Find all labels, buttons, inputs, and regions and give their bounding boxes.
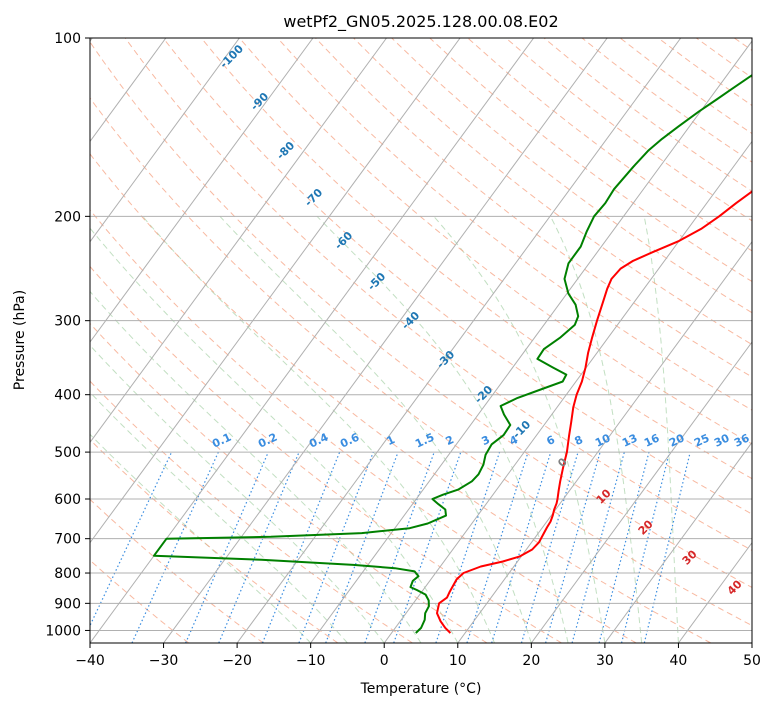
x-tick-label: −30 bbox=[149, 653, 179, 669]
dry-adiabat-line bbox=[315, 38, 752, 378]
isotherm-line bbox=[163, 38, 608, 643]
mixing-ratio-label: 30 bbox=[712, 431, 732, 449]
mixing-ratio-label: 10 bbox=[593, 431, 613, 449]
isotherm-line bbox=[604, 441, 752, 643]
mixing-ratio-line bbox=[620, 451, 671, 643]
y-tick-label: 700 bbox=[54, 532, 81, 548]
x-tick-label: 10 bbox=[449, 653, 467, 669]
x-tick-label: 30 bbox=[596, 653, 614, 669]
y-tick-label: 400 bbox=[54, 388, 81, 404]
x-axis: −40 −30 −20 −10 0 10 20 30 40 50 bbox=[75, 643, 761, 669]
y-axis: 100 200 300 400 500 600 700 800 900 1000 bbox=[45, 31, 90, 639]
mixing-ratio-label: 20 bbox=[667, 431, 687, 449]
moist-adiabat-line bbox=[549, 216, 643, 643]
mixing-ratio-label: 16 bbox=[642, 431, 662, 449]
dewpoint-profile-line bbox=[153, 73, 752, 634]
x-tick-label: −20 bbox=[222, 653, 252, 669]
mixing-ratio-line bbox=[218, 451, 300, 643]
mixing-ratio-line bbox=[185, 451, 269, 643]
moist-adiabat-line bbox=[90, 344, 385, 643]
moist-adiabat-line bbox=[433, 215, 606, 643]
mixing-ratio-label: 13 bbox=[620, 431, 639, 449]
isotherm-line bbox=[90, 38, 240, 243]
dry-adiabat-line bbox=[124, 38, 752, 551]
profile-lines bbox=[153, 73, 752, 634]
dry-adiabat-line bbox=[277, 38, 752, 411]
y-tick-label: 100 bbox=[54, 31, 81, 47]
plot-frame bbox=[89, 37, 753, 644]
dry-adiabat-line bbox=[90, 265, 562, 643]
mixing-ratio-line bbox=[393, 451, 462, 643]
temperature-profile-line bbox=[436, 190, 752, 634]
dry-adiabat-line bbox=[90, 97, 752, 627]
isotherm-line bbox=[90, 38, 167, 143]
x-tick-label: −10 bbox=[296, 653, 326, 669]
dry-adiabat-line bbox=[90, 209, 637, 643]
y-tick-label: 300 bbox=[54, 314, 81, 330]
moist-adiabat-line bbox=[90, 290, 422, 643]
x-tick-label: 40 bbox=[670, 653, 688, 669]
isotherm-line bbox=[236, 38, 682, 643]
mixing-ratio-line bbox=[364, 451, 435, 643]
mixing-ratio-line bbox=[491, 451, 552, 643]
mixing-ratio-line bbox=[466, 451, 529, 643]
y-tick-label: 800 bbox=[54, 566, 81, 582]
mixing-ratio-line bbox=[598, 451, 650, 643]
mixing-ratio-line bbox=[435, 451, 501, 643]
dry-adiabat-line bbox=[353, 38, 752, 346]
plot-area: -100-90-80-70-60-50-40-30-20-10010203040… bbox=[90, 38, 752, 643]
dry-adiabat-line bbox=[162, 38, 752, 515]
y-tick-label: 200 bbox=[54, 209, 81, 225]
chart-title: wetPf2_GN05.2025.128.00.08.E02 bbox=[283, 12, 558, 32]
x-tick-label: 20 bbox=[522, 653, 540, 669]
moist-adiabat-line bbox=[219, 215, 532, 643]
isotherm-line bbox=[90, 38, 314, 343]
isotherm-line bbox=[90, 38, 387, 444]
dry-adiabat-line bbox=[90, 41, 752, 589]
mixing-ratio-line bbox=[571, 451, 625, 643]
dry-adiabat-line bbox=[90, 153, 712, 643]
isotherm-line bbox=[457, 240, 752, 643]
y-tick-label: 600 bbox=[54, 492, 81, 508]
grid-lines bbox=[90, 38, 752, 643]
dry-adiabats bbox=[90, 38, 752, 643]
x-axis-label: Temperature (°C) bbox=[360, 681, 482, 697]
x-tick-label: 50 bbox=[743, 653, 761, 669]
mixing-ratio-label: 36 bbox=[732, 431, 752, 449]
y-tick-label: 500 bbox=[54, 445, 81, 461]
moist-adiabat-line bbox=[90, 227, 459, 643]
mixing-ratio-line bbox=[90, 451, 173, 628]
isotherm-line bbox=[310, 40, 752, 643]
mixing-ratio-lines bbox=[90, 451, 691, 643]
moist-adiabat-line bbox=[142, 215, 496, 643]
x-tick-label: 0 bbox=[380, 653, 389, 669]
moist-adiabat-line bbox=[90, 433, 312, 643]
moist-adiabat-line bbox=[643, 216, 679, 643]
y-tick-label: 1000 bbox=[45, 623, 81, 639]
isotherm-line bbox=[530, 341, 752, 643]
moist-adiabat-line bbox=[90, 391, 348, 643]
isotherm-line bbox=[383, 140, 752, 643]
moist-adiabats bbox=[90, 215, 679, 643]
x-tick-label: −40 bbox=[75, 653, 105, 669]
mixing-ratio-label: 25 bbox=[692, 431, 711, 449]
mixing-ratio-line bbox=[520, 451, 579, 643]
mixing-ratio-line bbox=[131, 451, 219, 643]
y-axis-label: Pressure (hPa) bbox=[12, 290, 28, 390]
mixing-ratio-line bbox=[643, 451, 691, 643]
y-tick-label: 900 bbox=[54, 596, 81, 612]
